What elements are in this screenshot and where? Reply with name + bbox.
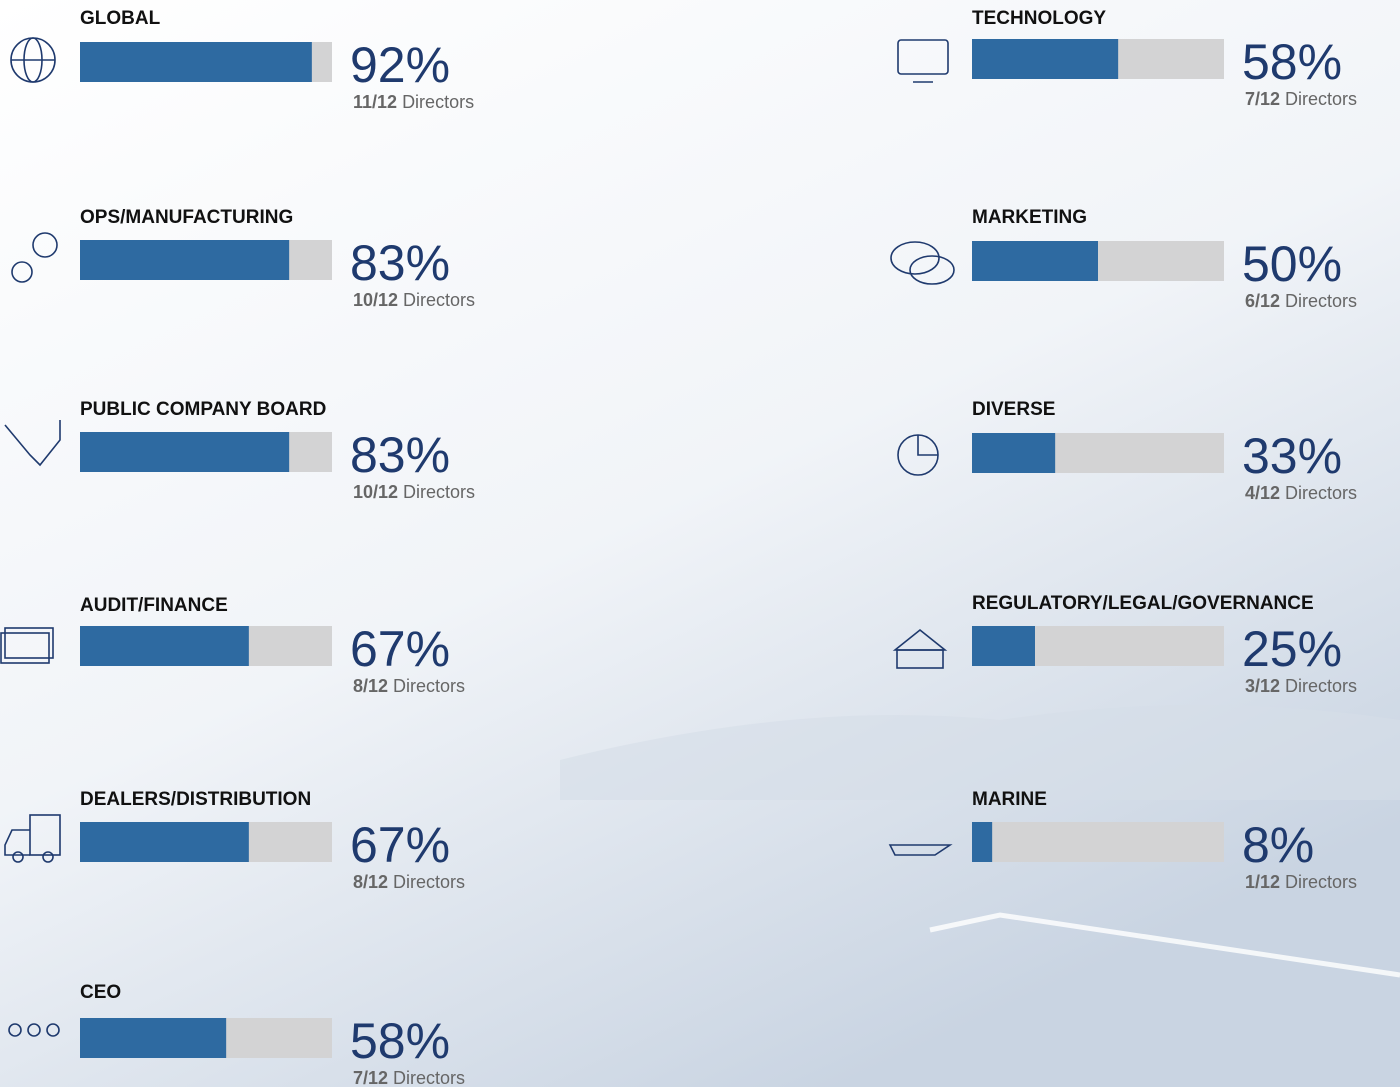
percent-label: 83% [350, 427, 450, 483]
percent-label: 25% [1242, 621, 1342, 677]
count-unit: Directors [393, 872, 465, 892]
count-unit: Directors [1285, 676, 1357, 696]
category-label: MARKETING [972, 207, 1087, 228]
bar [972, 822, 992, 862]
percent-label: 92% [350, 37, 450, 93]
category-label: GLOBAL [80, 8, 161, 29]
count: 8/12 [353, 676, 388, 696]
count: 7/12 [353, 1068, 388, 1087]
percent-label: 58% [1242, 34, 1342, 90]
count-unit: Directors [1285, 483, 1357, 503]
count: 11/12 [353, 92, 397, 112]
bar [972, 626, 1035, 666]
count: 7/12 [1245, 89, 1280, 109]
category-label: MARINE [972, 789, 1047, 810]
bar [80, 42, 312, 82]
count: 10/12 [353, 290, 398, 310]
category-label: CEO [80, 982, 121, 1003]
category-label: AUDIT/FINANCE [80, 595, 228, 616]
count: 1/12 [1245, 872, 1280, 892]
category-label: DEALERS/DISTRIBUTION [80, 789, 311, 810]
percent-label: 8% [1242, 817, 1314, 873]
bar [80, 1018, 226, 1058]
category-label: DIVERSE [972, 399, 1055, 420]
percent-label: 58% [350, 1013, 450, 1069]
percent-label: 50% [1242, 236, 1342, 292]
count-unit: Directors [1285, 89, 1357, 109]
count-unit: Directors [402, 92, 474, 112]
category-label: OPS/MANUFACTURING [80, 207, 293, 228]
count-unit: Directors [393, 676, 465, 696]
bar [80, 822, 249, 862]
count-unit: Directors [393, 1068, 465, 1087]
percent-label: 33% [1242, 428, 1342, 484]
count-unit: Directors [403, 290, 475, 310]
count: 6/12 [1245, 291, 1280, 311]
count-unit: Directors [1285, 291, 1357, 311]
bar [972, 241, 1098, 281]
count-unit: Directors [403, 482, 475, 502]
bar [80, 240, 289, 280]
director-count: 7/12 Directors [353, 1068, 465, 1087]
count: 3/12 [1245, 676, 1280, 696]
background [0, 0, 1400, 1087]
category-label: PUBLIC COMPANY BOARD [80, 399, 326, 420]
count-unit: Directors [1285, 872, 1357, 892]
count: 10/12 [353, 482, 398, 502]
count: 4/12 [1245, 483, 1280, 503]
category-label: REGULATORY/LEGAL/GOVERNANCE [972, 593, 1314, 614]
bar [972, 39, 1118, 79]
percent-label: 67% [350, 817, 450, 873]
percent-label: 67% [350, 621, 450, 677]
bar [80, 626, 249, 666]
count: 8/12 [353, 872, 388, 892]
bar [972, 433, 1055, 473]
infographic: GLOBAL92%11/12DirectorsOPS/MANUFACTURING… [0, 0, 1400, 1087]
bar [80, 432, 289, 472]
bar-track [972, 822, 1224, 862]
percent-label: 83% [350, 235, 450, 291]
category-label: TECHNOLOGY [972, 8, 1106, 29]
